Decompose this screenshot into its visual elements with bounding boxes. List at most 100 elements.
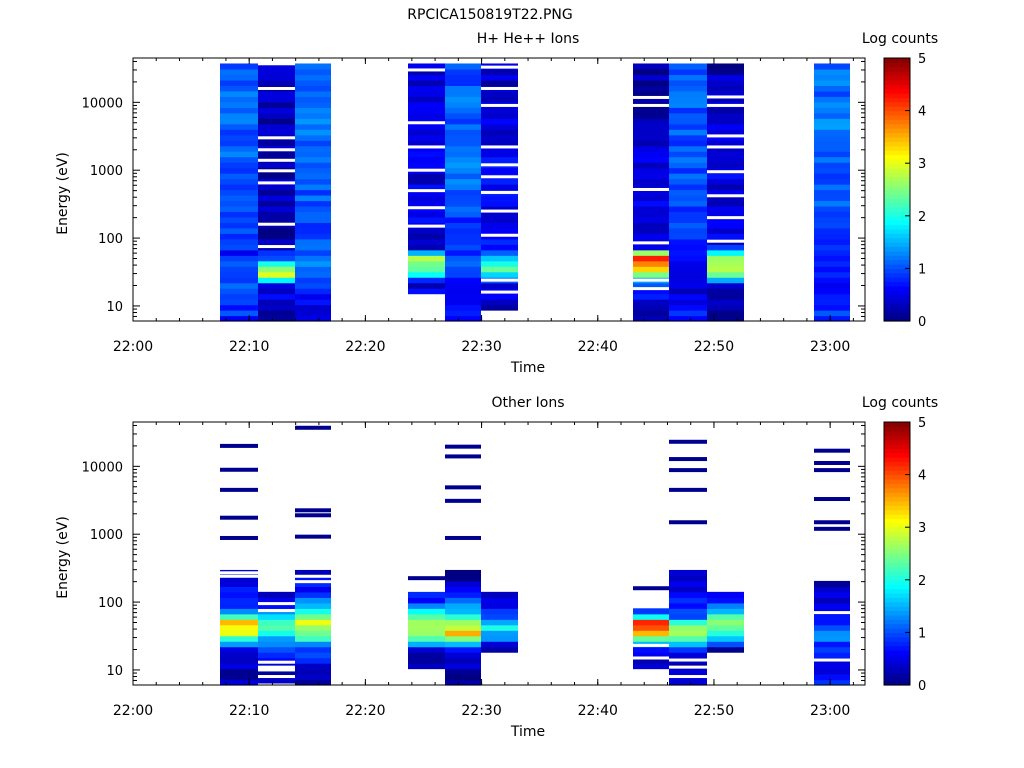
spectrum-cell	[814, 211, 850, 218]
spectrum-cell	[707, 271, 744, 278]
empty-energy-bin	[258, 62, 295, 66]
spectrum-cell	[445, 167, 481, 174]
spectrum-cell	[814, 635, 850, 642]
spectrum-cell	[220, 189, 258, 196]
spectrum-cell	[258, 238, 295, 245]
spectrum-cell	[220, 613, 258, 620]
spectrum-cell	[295, 602, 331, 609]
spectrum-cell	[481, 112, 518, 119]
spectrum-cell	[633, 151, 669, 158]
spectrum-cell	[669, 260, 707, 267]
spectrum-cell	[707, 635, 744, 642]
spectrum-cell	[295, 569, 331, 577]
spectrum-cell	[445, 630, 481, 637]
spectrum-cell	[408, 85, 445, 92]
spectrum-cell	[220, 619, 258, 626]
spectrum-cell	[633, 123, 669, 130]
spectrum-cell	[408, 657, 445, 664]
spectrum-cell	[707, 233, 744, 240]
spectrum-cell	[408, 200, 445, 207]
spectrum-cell	[220, 635, 258, 642]
colorbar-segment	[884, 132, 910, 138]
spectrum-cell	[220, 575, 258, 582]
spectrum-cell	[445, 591, 481, 598]
spectrum-cell	[258, 151, 295, 158]
spectrum-cell	[258, 79, 295, 86]
spectrum-cell	[408, 151, 445, 158]
spectrum-cell	[445, 216, 481, 223]
spectrum-cell	[707, 293, 744, 300]
spectrum-cell	[814, 591, 850, 598]
spectrum-cell	[707, 184, 744, 191]
x-tick-label: 22:50	[694, 703, 734, 719]
spectrum-cell	[445, 189, 481, 196]
spectrum-cell	[814, 167, 850, 174]
spectrum-cell	[481, 304, 518, 311]
empty-energy-bin	[258, 245, 295, 249]
spectrum-cell	[481, 134, 518, 141]
colorbar-segment	[884, 312, 910, 318]
colorbar-segment	[884, 522, 910, 528]
spectrum-cell	[707, 315, 744, 322]
spectrum-column	[220, 443, 258, 686]
spectrum-cell	[814, 189, 850, 196]
spectrum-cell	[633, 167, 669, 174]
spectrum-column	[481, 591, 518, 653]
isolated-count-bin	[220, 443, 258, 448]
colorbar-segment	[884, 233, 910, 239]
spectrum-cell	[814, 619, 850, 626]
spectrum-cell	[633, 173, 669, 180]
colorbar-segment	[884, 290, 910, 296]
spectrum-cell	[220, 315, 258, 322]
spectrum-cell	[633, 90, 669, 97]
spectrum-cell	[814, 602, 850, 609]
spectrum-cell	[707, 79, 744, 86]
colorbar-segment	[884, 680, 910, 686]
spectrum-cell	[408, 140, 445, 147]
spectrum-cell	[814, 249, 850, 256]
empty-energy-bin	[707, 170, 744, 174]
empty-energy-bin	[258, 675, 295, 679]
spectrum-cell	[295, 271, 331, 278]
spectrum-cell	[814, 205, 850, 213]
isolated-count-bin	[814, 497, 850, 502]
empty-energy-bin	[814, 658, 850, 662]
isolated-count-bin	[633, 586, 669, 591]
spectrum-cell	[669, 194, 707, 202]
empty-energy-bin	[669, 665, 707, 669]
spectrum-cell	[669, 299, 707, 306]
colorbar-segment	[884, 606, 910, 612]
spectrum-cell	[258, 271, 295, 278]
colorbar-segment	[884, 610, 910, 616]
spectrum-cell	[220, 145, 258, 152]
spectrum-cell	[814, 184, 850, 191]
spectrum-cell	[669, 173, 707, 180]
colorbar-segment	[884, 97, 910, 103]
spectrum-cell	[481, 96, 518, 103]
spectrum-cell	[814, 227, 850, 234]
spectrum-cell	[633, 184, 669, 191]
colorbar-tick-label: 0	[918, 315, 926, 330]
y-tick-label: 10	[106, 664, 123, 679]
empty-energy-bin	[220, 574, 258, 578]
spectrum-cell	[295, 151, 331, 158]
spectrum-cell	[258, 288, 295, 295]
spectrum-cell	[408, 602, 445, 609]
spectrum-cell	[220, 652, 258, 659]
empty-energy-bin	[481, 86, 518, 90]
spectrum-column	[220, 63, 258, 322]
spectrum-cell	[445, 140, 481, 147]
spectrum-column	[408, 63, 445, 295]
spectrum-cell	[481, 178, 518, 185]
isolated-count-bin	[669, 487, 707, 492]
colorbar-segment	[884, 641, 910, 647]
spectrum-cell	[408, 597, 445, 604]
spectrum-cell	[814, 304, 850, 311]
spectrum-cell	[295, 624, 331, 631]
spectrum-cell	[481, 646, 518, 653]
spectrum-cell	[481, 591, 518, 598]
isolated-count-bin	[220, 535, 258, 540]
colorbar-segment	[884, 141, 910, 147]
plot-frame	[132, 57, 866, 322]
colorbar-segment	[884, 136, 910, 142]
